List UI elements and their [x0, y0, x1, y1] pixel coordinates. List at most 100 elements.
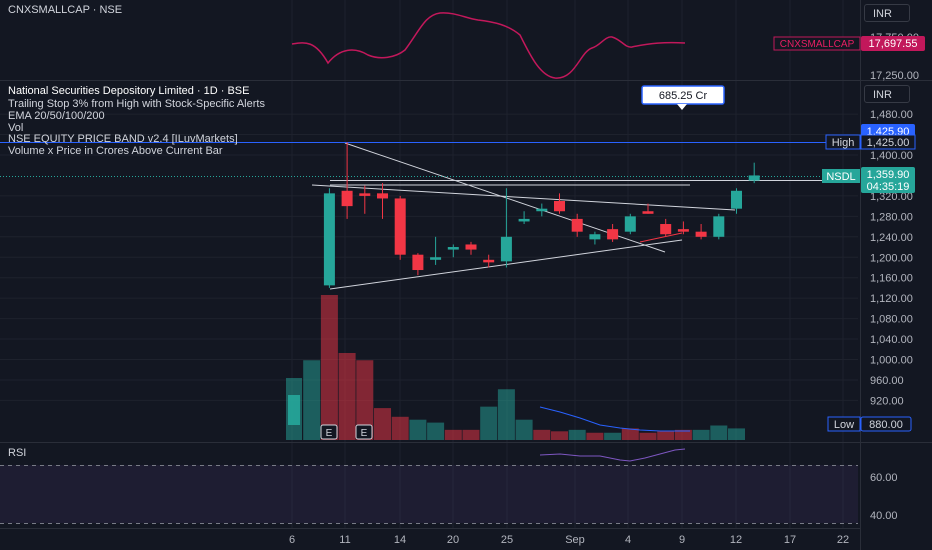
volume-bar [462, 429, 480, 440]
price-axis-tick: 1,320.00 [870, 191, 913, 203]
time-axis-tick: 17 [784, 534, 796, 546]
candle-body [748, 175, 760, 181]
main-currency-button[interactable]: INR [864, 85, 910, 103]
volume-bar [374, 408, 391, 440]
svg-text:685.25 Cr: 685.25 Cr [659, 90, 708, 102]
price-axis-tick: 1,480.00 [870, 109, 913, 121]
candle-body [500, 236, 512, 262]
candle-body [483, 259, 495, 263]
ema-line [639, 232, 683, 243]
earnings-marker[interactable]: E [355, 424, 373, 440]
main-symbol-title[interactable]: National Securities Depository Limited ·… [8, 85, 250, 97]
time-axis-tick: 4 [625, 534, 631, 546]
volume-bar [320, 295, 338, 440]
svg-text:E: E [361, 428, 368, 439]
volume-bar [657, 431, 675, 440]
price-axis-tick: 960.00 [870, 375, 904, 387]
rsi-title[interactable]: RSI [8, 447, 27, 459]
svg-text:1,425.00: 1,425.00 [867, 137, 910, 149]
volume-bar [639, 432, 657, 440]
indicator-legend[interactable]: NSE EQUITY PRICE BAND v2.4 [ILuvMarkets] [8, 133, 238, 145]
time-axis-tick: 22 [837, 534, 849, 546]
time-axis-tick: 12 [730, 534, 742, 546]
candle-body [323, 193, 335, 286]
volume-bar [728, 428, 745, 440]
svg-text:17,697.55: 17,697.55 [869, 38, 918, 50]
high-tag: 1,425.90 High 1,425.00 [825, 124, 916, 150]
price-axis-tick: 1,040.00 [870, 334, 913, 346]
volume-bar [409, 419, 427, 440]
svg-text:04:35:19: 04:35:19 [867, 181, 910, 193]
volume-bar [515, 419, 533, 440]
volume-bar [391, 416, 409, 440]
svg-text:880.00: 880.00 [869, 419, 903, 431]
last-price-tag: NSDL 1,359.90 04:35:19 [822, 167, 915, 193]
candle-body [518, 218, 530, 222]
candle-body [677, 229, 689, 232]
indicator-legend[interactable]: EMA 20/50/100/200 [8, 110, 105, 122]
low-tag: Low 880.00 [827, 416, 912, 432]
top-symbol-title[interactable]: CNXSMALLCAP · NSE [8, 4, 123, 16]
volume-bar [674, 429, 692, 440]
volume-bar [710, 425, 728, 440]
price-axis-tick: 1,240.00 [870, 232, 913, 244]
volume-bar [480, 406, 498, 440]
price-axis-tick: 1,200.00 [870, 252, 913, 264]
time-axis: 6 11 14 20 25 Sep 4 9 12 17 22 [289, 534, 849, 546]
time-axis-tick: 6 [289, 534, 295, 546]
volume-bar [444, 429, 462, 440]
svg-text:E: E [326, 428, 333, 439]
volume-bar [568, 429, 586, 440]
volume-bar [497, 389, 515, 440]
time-axis-tick: 9 [679, 534, 685, 546]
time-axis-tick: 14 [394, 534, 406, 546]
indicator-legend[interactable]: Vol [8, 122, 24, 134]
grid [0, 0, 858, 528]
volume-bars [286, 295, 745, 440]
svg-text:1,359.90: 1,359.90 [867, 169, 910, 181]
price-axis: 1,480.001,440.001,400.001,320.001,280.00… [870, 109, 913, 407]
indicator-legend[interactable]: Volume x Price in Crores Above Current B… [8, 145, 223, 157]
candle-body [713, 216, 725, 237]
svg-text:High: High [832, 137, 855, 149]
candle-body [642, 211, 654, 214]
candle-body [465, 244, 477, 250]
top-currency-button[interactable]: INR [864, 4, 910, 22]
price-axis-tick: 1,120.00 [870, 293, 913, 305]
volume-bar [621, 428, 639, 440]
price-axis-tick: 1,160.00 [870, 273, 913, 285]
earnings-marker[interactable]: E [320, 424, 338, 440]
candle-body [607, 229, 619, 240]
volume-bar [427, 422, 445, 440]
volume-bar [533, 429, 551, 440]
time-axis-tick: 25 [501, 534, 513, 546]
svg-text:CNXSMALLCAP: CNXSMALLCAP [780, 39, 855, 50]
candle-body [341, 190, 353, 207]
rsi-line [539, 448, 686, 462]
candle-body [571, 218, 583, 232]
svg-text:NSDL: NSDL [826, 171, 855, 183]
candle-body [660, 224, 672, 235]
volume-bar [288, 395, 300, 425]
candle-body [359, 193, 371, 196]
volume-bar [586, 432, 604, 440]
price-axis-tick: 920.00 [870, 395, 904, 407]
time-axis-tick: Sep [565, 534, 585, 546]
rsi-axis-tick: 40.00 [870, 510, 898, 522]
rsi-band [0, 465, 858, 523]
candles [323, 142, 760, 288]
time-axis-tick: 11 [339, 534, 350, 546]
price-axis-tick: 1,400.00 [870, 150, 913, 162]
candle-body [447, 247, 459, 250]
svg-text:Low: Low [834, 419, 854, 431]
volume-bar [356, 360, 374, 440]
candle-body [430, 257, 442, 260]
price-axis-tick: 1,280.00 [870, 211, 913, 223]
volume-bar [551, 431, 568, 440]
volume-bar [338, 353, 356, 440]
candle-body [377, 193, 388, 199]
volume-crores-callout: 685.25 Cr [641, 85, 725, 110]
indicator-legend[interactable]: Trailing Stop 3% from High with Stock-Sp… [8, 98, 265, 110]
candle-body [554, 201, 565, 212]
